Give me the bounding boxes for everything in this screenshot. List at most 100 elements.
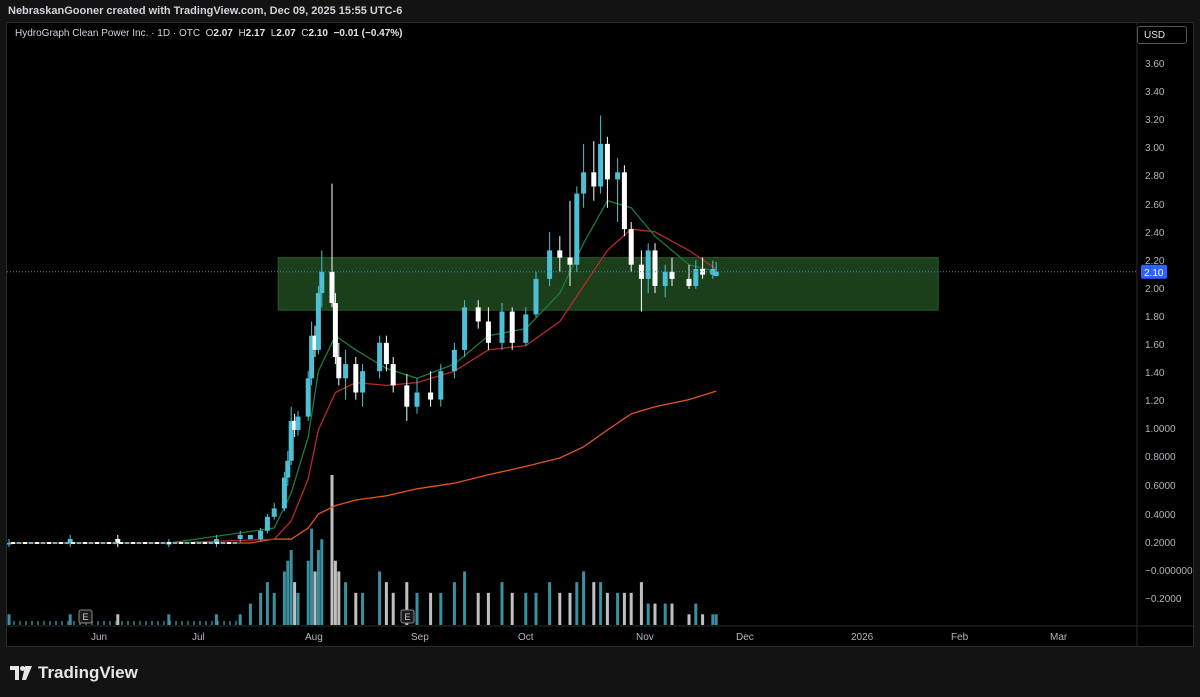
candle-body xyxy=(292,420,298,430)
candle-body xyxy=(485,321,491,343)
candle-body xyxy=(462,307,468,350)
candle-body xyxy=(360,371,366,393)
candle-body xyxy=(119,542,123,544)
volume-bar xyxy=(115,621,117,625)
candle xyxy=(390,357,396,393)
volume-bar xyxy=(13,621,15,625)
candle xyxy=(271,502,277,520)
candle xyxy=(258,528,264,541)
volume-bar xyxy=(37,621,39,625)
candle-body xyxy=(305,378,311,417)
candle-body xyxy=(281,477,287,509)
candle-body xyxy=(191,542,195,544)
volume-bar xyxy=(622,592,626,625)
volume-bar xyxy=(310,528,314,625)
volume-bar xyxy=(405,582,409,625)
candle-body xyxy=(197,542,201,544)
candle-body xyxy=(247,535,253,540)
volume-bar xyxy=(653,603,657,625)
volume-bar xyxy=(439,592,443,625)
volume-bar xyxy=(378,571,382,625)
candle-body xyxy=(315,293,321,350)
candle-body xyxy=(149,542,153,544)
candle-body xyxy=(557,250,563,258)
price-chart[interactable]: 2.10 3.60 3.40 3.20 3.00 2.80 2.60 2.40 2.20 2.00… xyxy=(7,23,1195,648)
candle xyxy=(319,250,325,308)
y-tick-label: 2.60 xyxy=(1145,200,1165,211)
volume-bar xyxy=(169,621,171,625)
candle xyxy=(67,535,73,547)
volume-bar xyxy=(592,582,596,625)
candle-body xyxy=(101,542,105,544)
volume-bar xyxy=(714,614,718,625)
y-tick-label: 0.2000 xyxy=(1145,538,1176,549)
candle xyxy=(451,342,457,379)
candle-body xyxy=(227,542,231,544)
candle xyxy=(645,243,651,294)
chart-frame[interactable]: 2.10 3.60 3.40 3.20 3.00 2.80 2.60 2.40 2.20 2.00… xyxy=(6,22,1195,648)
candle xyxy=(598,115,604,194)
volume-bar xyxy=(103,621,105,625)
volume-bar xyxy=(43,621,45,625)
volume-bar xyxy=(91,621,93,625)
x-tick-label: Aug xyxy=(305,632,323,643)
volume-bar xyxy=(354,592,358,625)
candle-body xyxy=(700,268,706,275)
candle-body xyxy=(215,542,219,544)
volume-bar xyxy=(463,571,467,625)
volume-bar xyxy=(248,603,252,625)
candle xyxy=(574,186,580,272)
volume-bar xyxy=(646,603,650,625)
x-tick-label: Jul xyxy=(192,632,205,643)
candle-body xyxy=(143,542,147,544)
x-tick-label: Dec xyxy=(736,632,754,643)
candle xyxy=(329,183,335,308)
volume-bar xyxy=(49,621,51,625)
candle-body xyxy=(295,416,301,430)
candle xyxy=(7,539,12,547)
candle xyxy=(404,374,410,421)
candle-body xyxy=(713,271,719,277)
volume-bar xyxy=(73,621,75,625)
candle-body xyxy=(53,542,57,544)
volume-bar xyxy=(217,621,219,625)
candle-body xyxy=(77,542,81,544)
candle-body xyxy=(115,539,121,543)
y-tick-label: 0.8000 xyxy=(1145,452,1176,463)
candle-body xyxy=(107,542,111,544)
candle xyxy=(509,307,515,350)
candle-body xyxy=(29,542,33,544)
support-zone xyxy=(277,257,939,311)
symbol-name[interactable]: HydroGraph Clean Power Inc. · 1D · OTC xyxy=(15,28,201,39)
volume-bar xyxy=(429,592,433,625)
candle xyxy=(285,451,291,486)
candle xyxy=(533,271,539,318)
volume-bar xyxy=(97,621,99,625)
candle-body xyxy=(581,172,587,194)
candle xyxy=(686,264,692,289)
candle-body xyxy=(113,542,117,544)
volume-bar xyxy=(259,592,263,625)
candle xyxy=(247,535,253,540)
y-tick-label: 2.00 xyxy=(1145,284,1165,295)
y-tick-label: 0.6000 xyxy=(1145,481,1176,492)
volume-bar xyxy=(181,621,183,625)
candle-body xyxy=(89,542,93,544)
candle-body xyxy=(59,542,63,544)
candle-body xyxy=(574,193,580,265)
candle xyxy=(353,357,359,400)
candle-body xyxy=(137,542,141,544)
earnings-marker: E xyxy=(78,609,93,624)
volume-bar xyxy=(313,571,317,625)
volume-bar xyxy=(282,571,286,625)
tradingview-logo[interactable]: TradingView xyxy=(10,663,138,683)
candle xyxy=(115,535,121,547)
candle-body xyxy=(271,508,277,517)
volume-bar xyxy=(7,614,11,625)
volume-bar xyxy=(524,592,528,625)
currency-selector[interactable]: USD xyxy=(1137,26,1187,44)
candle xyxy=(485,307,491,350)
candle xyxy=(264,514,270,534)
volume-bar xyxy=(229,621,231,625)
volume-bar xyxy=(548,582,552,625)
